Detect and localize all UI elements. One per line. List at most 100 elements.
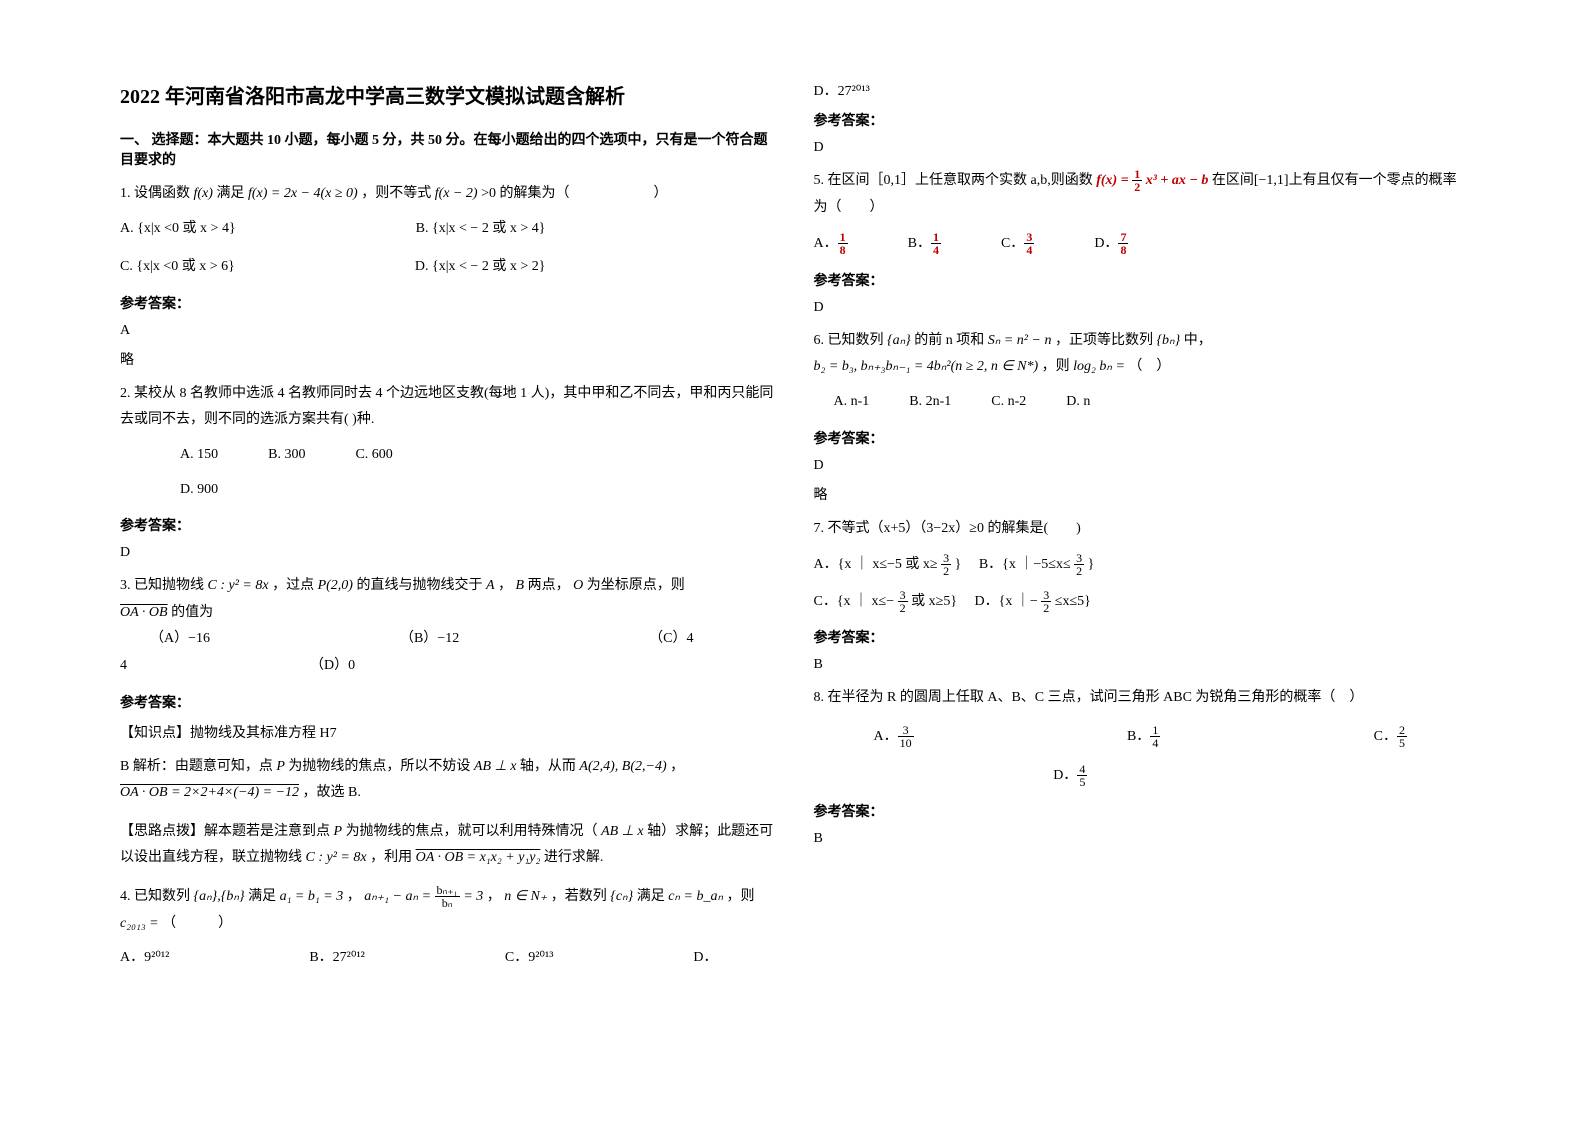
q3-A: A — [486, 578, 495, 593]
question-8: 8. 在半径为 R 的圆周上任取 A、B、C 三点，试问三角形 ABC 为锐角三… — [814, 685, 1468, 789]
answer-label-4: 参考答案： — [814, 110, 1468, 130]
q5-d4: 8 — [1118, 244, 1128, 256]
answer-label-5: 参考答案： — [814, 270, 1468, 290]
question-6: 6. 已知数列 {aₙ} 的前 n 项和 Sₙ = n² − n ，正项等比数列… — [814, 328, 1468, 416]
q1-eq: f(x) = 2x − 4(x ≥ 0) — [248, 186, 358, 201]
q2-answer: D — [120, 545, 774, 561]
q3-optA: （A）−16 — [120, 626, 210, 653]
q4-ab: {aₙ},{bₙ} — [194, 889, 245, 904]
q3-stem-d: ， — [498, 578, 512, 593]
q3-C: C : y² = 8x — [208, 578, 269, 593]
q4-stem-d: ， — [487, 889, 501, 904]
q3-A24: A(2,4), B(2,−4) — [579, 759, 666, 774]
q1-fx2: f(x − 2) — [435, 186, 478, 201]
q3-stem-a: 3. 已知抛物线 — [120, 578, 204, 593]
q5-fx: f(x) = — [1096, 173, 1132, 188]
q4-stem-a: 4. 已知数列 — [120, 889, 190, 904]
q3-hint-e: 进行求解. — [544, 850, 604, 865]
q6-stem-b: 的前 n 项和 — [914, 333, 984, 348]
q3-C2: C : y² = 8x — [306, 850, 367, 865]
q6-optA: A. n-1 — [834, 389, 870, 416]
q4-optC: C．9²⁰¹³ — [505, 945, 554, 972]
q3-P: P(2,0) — [318, 578, 353, 593]
q5-d1: 8 — [838, 244, 848, 256]
q1-optC: {x|x <0 或 x > 6} — [136, 259, 235, 274]
right-column: D．27²⁰¹³ 参考答案： D 5. 在区间［0,1］上任意取两个实数 a,b… — [794, 80, 1488, 1082]
q4-optD-cont: D．27²⁰¹³ — [814, 80, 1468, 100]
q1-optA-pre: A. — [120, 221, 137, 236]
q7-dB: 2 — [1074, 565, 1084, 577]
q1-optD: {x|x < − 2 或 x > 2} — [432, 259, 545, 274]
q6-log: log₂ bₙ = — [1073, 359, 1128, 374]
q3-ABx: AB ⊥ x — [474, 759, 517, 774]
q7-dC: 2 — [898, 602, 908, 614]
q6-stem-d: 中， — [1184, 333, 1212, 348]
q3-knowledge: 【知识点】抛物线及其标准方程 H7 — [120, 722, 774, 742]
q4-c2013-rhs: （ ） — [162, 916, 232, 931]
q4-stem-e: ，若数列 — [551, 889, 607, 904]
q8-optA-pre: A． — [874, 729, 898, 744]
question-1: 1. 设偶函数 f(x) 满足 f(x) = 2x − 4(x ≥ 0) ，则不… — [120, 181, 774, 281]
q6-end: （ ） — [1128, 359, 1170, 374]
q6-optD: D. n — [1066, 389, 1090, 416]
q5-optB-pre: B． — [908, 236, 931, 251]
q8-text: 8. 在半径为 R 的圆周上任取 A、B、C 三点，试问三角形 ABC 为锐角三… — [814, 685, 1468, 712]
q8-dA: 10 — [898, 737, 914, 749]
question-7: 7. 不等式（x+5）（3−2x）≥0 的解集是( ) A．{x ｜ x≤−5 … — [814, 516, 1468, 616]
question-5: 5. 在区间［0,1］上任意取两个实数 a,b,则函数 f(x) = 12 x³… — [814, 168, 1468, 258]
q3-P3: P — [334, 824, 343, 839]
left-column: 2022 年河南省洛阳市高龙中学高三数学文模拟试题含解析 一、 选择题：本大题共… — [100, 80, 794, 1082]
q4-stem-b: 满足 — [248, 889, 276, 904]
q6-optC: C. n-2 — [991, 389, 1026, 416]
q6-an: {aₙ} — [887, 333, 911, 348]
q1-stem-c: ，则不等式 — [361, 186, 431, 201]
q8-dD: 5 — [1077, 776, 1087, 788]
q6-line2: b₂ = b₃, bₙ₊₃bₙ₋₁ = 4bₙ²(n ≥ 2, n ∈ N*) — [814, 359, 1039, 374]
q1-optB-pre: B. — [416, 221, 432, 236]
q5-optC-pre: C． — [1001, 236, 1024, 251]
q1-optD-pre: D. — [415, 259, 432, 274]
q4-stem-g: ，则 — [727, 889, 755, 904]
q4-a1b1: a₁ = b₁ = 3 — [280, 889, 344, 904]
q5-answer: D — [814, 300, 1468, 316]
q1-stem-b: 满足 — [216, 186, 244, 201]
q7-text: 7. 不等式（x+5）（3−2x）≥0 的解集是( ) — [814, 516, 1468, 543]
answer-label-8: 参考答案： — [814, 801, 1468, 821]
q3-hint-d: ，利用 — [370, 850, 412, 865]
q3-optC: （C）4 — [649, 626, 693, 653]
q3-stem-b: ，过点 — [272, 578, 314, 593]
q8-dC: 5 — [1397, 737, 1407, 749]
q5-d2: 4 — [931, 244, 941, 256]
q4-frac-den: bₙ — [435, 897, 460, 909]
q7-optB-pre: B．{x ｜−5≤x≤ — [979, 557, 1071, 572]
q5-optA-pre: A． — [814, 236, 838, 251]
q7-optA-suf: } — [955, 557, 962, 572]
q2-optA: A. 150 — [180, 442, 218, 469]
q4-cnbn: cₙ = b_aₙ — [668, 889, 723, 904]
q6-note: 略 — [814, 484, 1468, 504]
q6-then: ，则 — [1042, 359, 1070, 374]
q6-stem-a: 6. 已知数列 — [814, 333, 884, 348]
q8-answer: B — [814, 831, 1468, 847]
q7-optA-pre: A．{x ｜ x≤−5 或 x≥ — [814, 557, 938, 572]
q3-B: B — [516, 578, 525, 593]
q5-half-d: 2 — [1132, 181, 1142, 193]
section-header: 一、 选择题：本大题共 10 小题，每小题 5 分，共 50 分。在每小题给出的… — [120, 129, 774, 169]
q3-OAOB2: OA · OB = x₁x₂ + y₁y₂ — [416, 850, 541, 865]
q3-explanation: B 解析：由题意可知，点 P 为抛物线的焦点，所以不妨设 AB ⊥ x 轴，从而… — [120, 754, 774, 807]
q1-stem-d: >0 的解集为（ ） — [481, 186, 667, 201]
q3-expl-a: B 解析：由题意可知，点 — [120, 759, 273, 774]
q2-optD: D. 900 — [180, 482, 218, 497]
q4-cn: {cₙ} — [610, 889, 633, 904]
question-2: 2. 某校从 8 名教师中选派 4 名教师同时去 4 个边远地区支教(每地 1 … — [120, 381, 774, 503]
q3-hint-a: 【思路点拨】解本题若是注意到点 — [120, 824, 330, 839]
q3-stem-f: 为坐标原点，则 — [587, 578, 685, 593]
q3-O: O — [573, 578, 583, 593]
q7-optB-suf: } — [1088, 557, 1095, 572]
q3-ABx2: AB ⊥ x — [601, 824, 644, 839]
q7-optD-mid: ≤x≤5} — [1055, 594, 1091, 609]
answer-label-7: 参考答案： — [814, 627, 1468, 647]
q4-nN: n ∈ N₊ — [504, 889, 547, 904]
q4-answer: D — [814, 140, 1468, 156]
q7-dD: 2 — [1041, 602, 1051, 614]
